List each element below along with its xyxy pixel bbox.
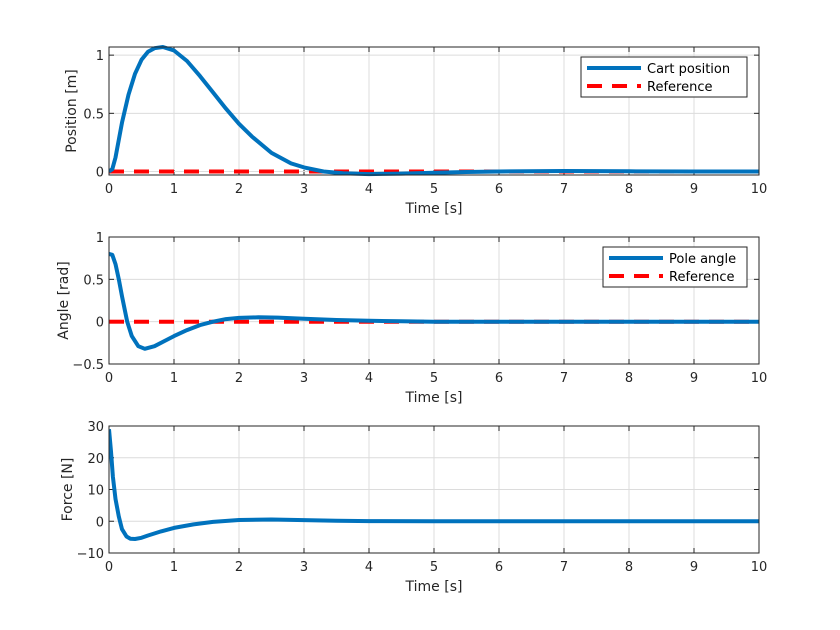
x-axis-label: Time [s]	[405, 579, 463, 595]
x-tick-label: 6	[495, 371, 503, 386]
x-tick-label: 7	[560, 371, 568, 386]
legend-box	[602, 246, 748, 288]
x-tick-label: 1	[170, 182, 178, 197]
x-axis-label: Time [s]	[405, 390, 463, 406]
y-tick-label: 0	[96, 515, 104, 530]
legend-label: Cart position	[647, 62, 730, 77]
y-tick-label: −0.5	[72, 358, 104, 373]
x-tick-label: 2	[235, 182, 243, 197]
x-tick-label: 3	[300, 182, 308, 197]
x-tick-label: 0	[105, 182, 113, 197]
x-tick-label: 8	[625, 371, 633, 386]
x-tick-label: 7	[560, 560, 568, 575]
y-axis-label: Angle [rad]	[56, 261, 72, 339]
axes-box	[108, 425, 760, 554]
x-tick-label: 5	[430, 371, 438, 386]
legend: Pole angle Reference	[602, 246, 748, 288]
x-tick-label: 1	[170, 560, 178, 575]
x-tick-label: 8	[625, 560, 633, 575]
x-tick-label: 5	[430, 560, 438, 575]
x-tick-label: 10	[751, 560, 768, 575]
y-tick-label: 0.5	[83, 107, 104, 122]
series-pole-angle	[109, 251, 759, 351]
y-axis-label: Force [N]	[60, 458, 76, 522]
y-tick-label: 1	[96, 231, 104, 246]
x-tick-label: 10	[751, 371, 768, 386]
x-tick-label: 8	[625, 182, 633, 197]
x-tick-label: 7	[560, 182, 568, 197]
series-force	[109, 429, 759, 541]
x-tick-label: 1	[170, 371, 178, 386]
legend: Cart position Reference	[580, 56, 748, 98]
legend-label: Pole angle	[669, 252, 736, 267]
series-cart-position	[109, 45, 759, 177]
x-tick-label: 10	[751, 182, 768, 197]
legend-label: Reference	[647, 80, 712, 95]
axes-box	[108, 236, 760, 365]
y-tick-label: 1	[96, 49, 104, 64]
x-tick-label: 2	[235, 560, 243, 575]
y-tick-label: 0	[96, 316, 104, 331]
x-tick-label: 9	[690, 182, 698, 197]
x-tick-label: 2	[235, 371, 243, 386]
x-tick-label: 4	[365, 371, 373, 386]
y-tick-label: 0	[96, 166, 104, 181]
x-tick-label: 9	[690, 371, 698, 386]
x-axis-label: Time [s]	[405, 201, 463, 217]
axes-box	[108, 46, 760, 176]
y-tick-label: 30	[87, 420, 104, 435]
x-tick-label: 0	[105, 560, 113, 575]
x-tick-label: 9	[690, 560, 698, 575]
x-tick-label: 6	[495, 182, 503, 197]
x-tick-label: 3	[300, 371, 308, 386]
legend-label: Reference	[669, 270, 734, 285]
y-tick-label: −10	[77, 547, 104, 562]
y-tick-label: 0.5	[83, 273, 104, 288]
legend-box	[580, 56, 748, 98]
position-axes: 0 1 2 3 4 5 6 7 8 9 10 0 0.5 1 Time [s] Position [m] Car…	[64, 45, 768, 217]
x-tick-label: 6	[495, 560, 503, 575]
x-tick-label: 5	[430, 182, 438, 197]
x-tick-label: 4	[365, 182, 373, 197]
y-axis-label: Position [m]	[64, 69, 80, 153]
y-tick-label: 20	[87, 452, 104, 467]
x-tick-label: 3	[300, 560, 308, 575]
x-tick-label: 4	[365, 560, 373, 575]
y-tick-label: 10	[87, 484, 104, 499]
x-tick-label: 0	[105, 371, 113, 386]
